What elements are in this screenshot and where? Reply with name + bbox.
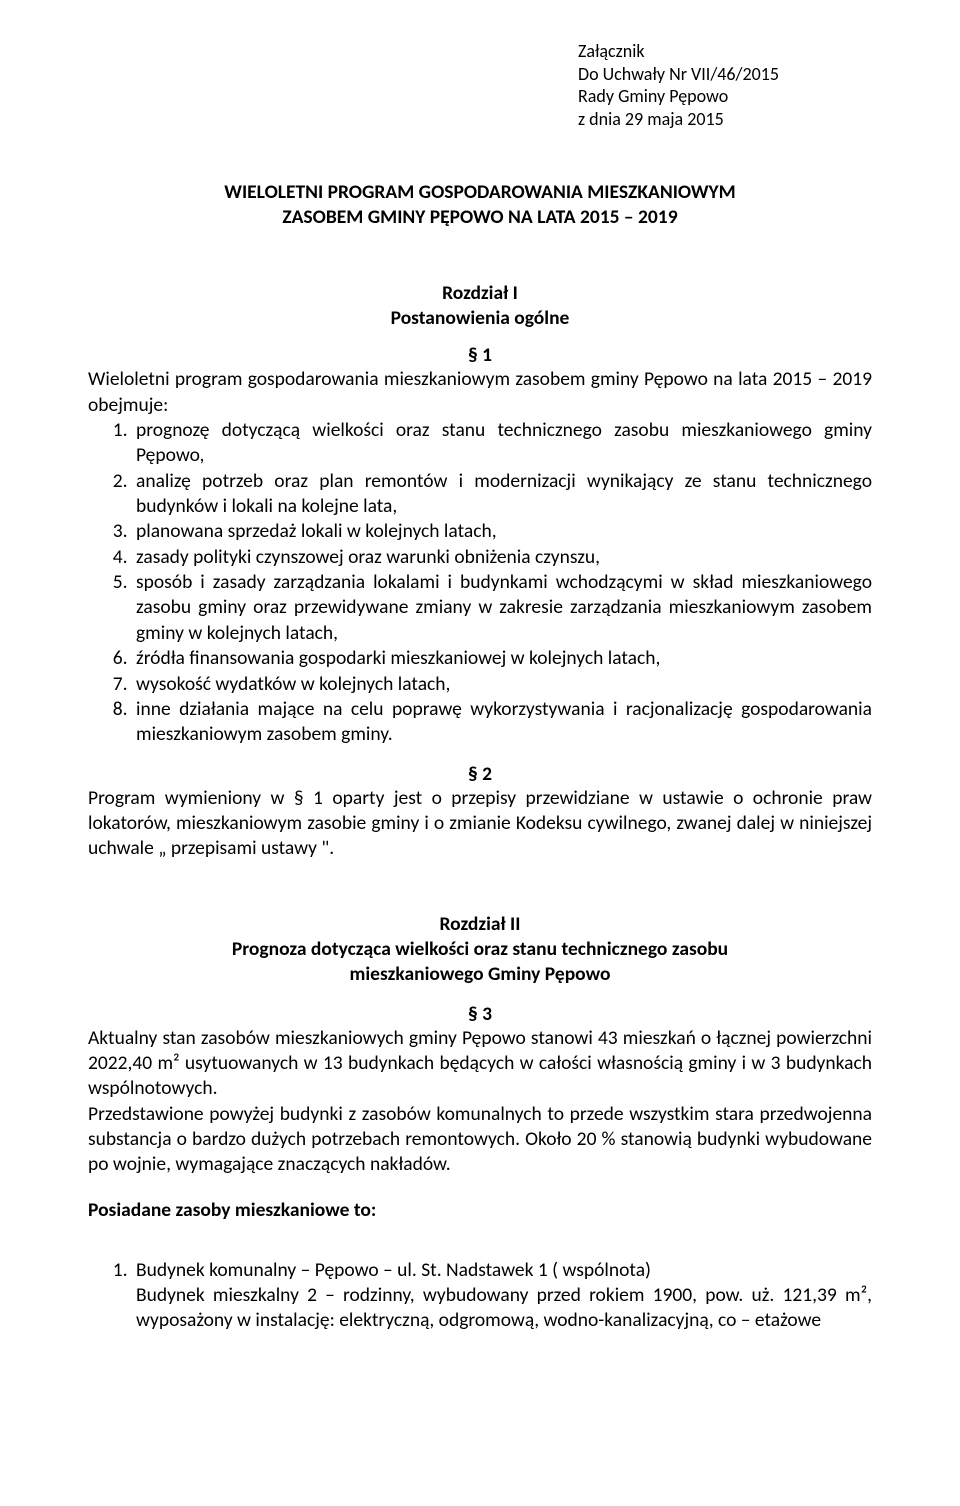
title-line-1: WIELOLETNI PROGRAM GOSPODAROWANIA MIESZK…	[88, 180, 872, 205]
chapter-2-subtitle-1: Prognoza dotycząca wielkości oraz stanu …	[88, 937, 872, 962]
attachment-line-1: Załącznik	[578, 40, 872, 63]
section-3-p1: Aktualny stan zasobów mieszkaniowych gmi…	[88, 1026, 872, 1102]
attachment-header: Załącznik Do Uchwały Nr VII/46/2015 Rady…	[578, 40, 872, 130]
section-2-body: Program wymieniony w § 1 oparty jest o p…	[88, 786, 872, 862]
list-item: wysokość wydatków w kolejnych latach,	[132, 672, 872, 697]
list-item: prognozę dotyczącą wielkości oraz stanu …	[132, 418, 872, 469]
section-3-number: § 3	[88, 1002, 872, 1026]
attachment-line-4: z dnia 29 maja 2015	[578, 108, 872, 131]
buildings-list: Budynek komunalny – Pępowo – ul. St. Nad…	[88, 1258, 872, 1334]
document-title: WIELOLETNI PROGRAM GOSPODAROWANIA MIESZK…	[88, 180, 872, 231]
title-line-2: ZASOBEM GMINY PĘPOWO NA LATA 2015 – 2019	[88, 205, 872, 230]
list-item: inne działania mające na celu poprawę wy…	[132, 697, 872, 748]
attachment-line-2: Do Uchwały Nr VII/46/2015	[578, 63, 872, 86]
list-item: sposób i zasady zarządzania lokalami i b…	[132, 570, 872, 646]
chapter-1-heading: Rozdział I Postanowienia ogólne	[88, 281, 872, 332]
section-1-intro: Wieloletni program gospodarowania mieszk…	[88, 367, 872, 418]
chapter-1-name: Rozdział I	[88, 281, 872, 306]
section-3-p2: Przedstawione powyżej budynki z zasobów …	[88, 1102, 872, 1178]
assets-heading: Posiadane zasoby mieszkaniowe to:	[88, 1198, 872, 1222]
chapter-2-name: Rozdział II	[88, 912, 872, 937]
attachment-line-3: Rady Gminy Pępowo	[578, 85, 872, 108]
list-item: planowana sprzedaż lokali w kolejnych la…	[132, 519, 872, 544]
section-2-number: § 2	[88, 762, 872, 786]
list-item: Budynek komunalny – Pępowo – ul. St. Nad…	[132, 1258, 872, 1334]
section-1-number: § 1	[88, 343, 872, 367]
building-1-line1: Budynek komunalny – Pępowo – ul. St. Nad…	[136, 1258, 651, 1282]
chapter-2-heading: Rozdział II Prognoza dotycząca wielkości…	[88, 912, 872, 988]
chapter-2-subtitle-2: mieszkaniowego Gminy Pępowo	[88, 962, 872, 987]
section-1-list: prognozę dotyczącą wielkości oraz stanu …	[88, 418, 872, 747]
list-item: źródła finansowania gospodarki mieszkani…	[132, 646, 872, 671]
list-item: zasady polityki czynszowej oraz warunki …	[132, 545, 872, 570]
chapter-1-subtitle: Postanowienia ogólne	[88, 306, 872, 331]
building-1-line2: Budynek mieszkalny 2 – rodzinny, wybudow…	[136, 1283, 872, 1332]
list-item: analizę potrzeb oraz plan remontów i mod…	[132, 469, 872, 520]
